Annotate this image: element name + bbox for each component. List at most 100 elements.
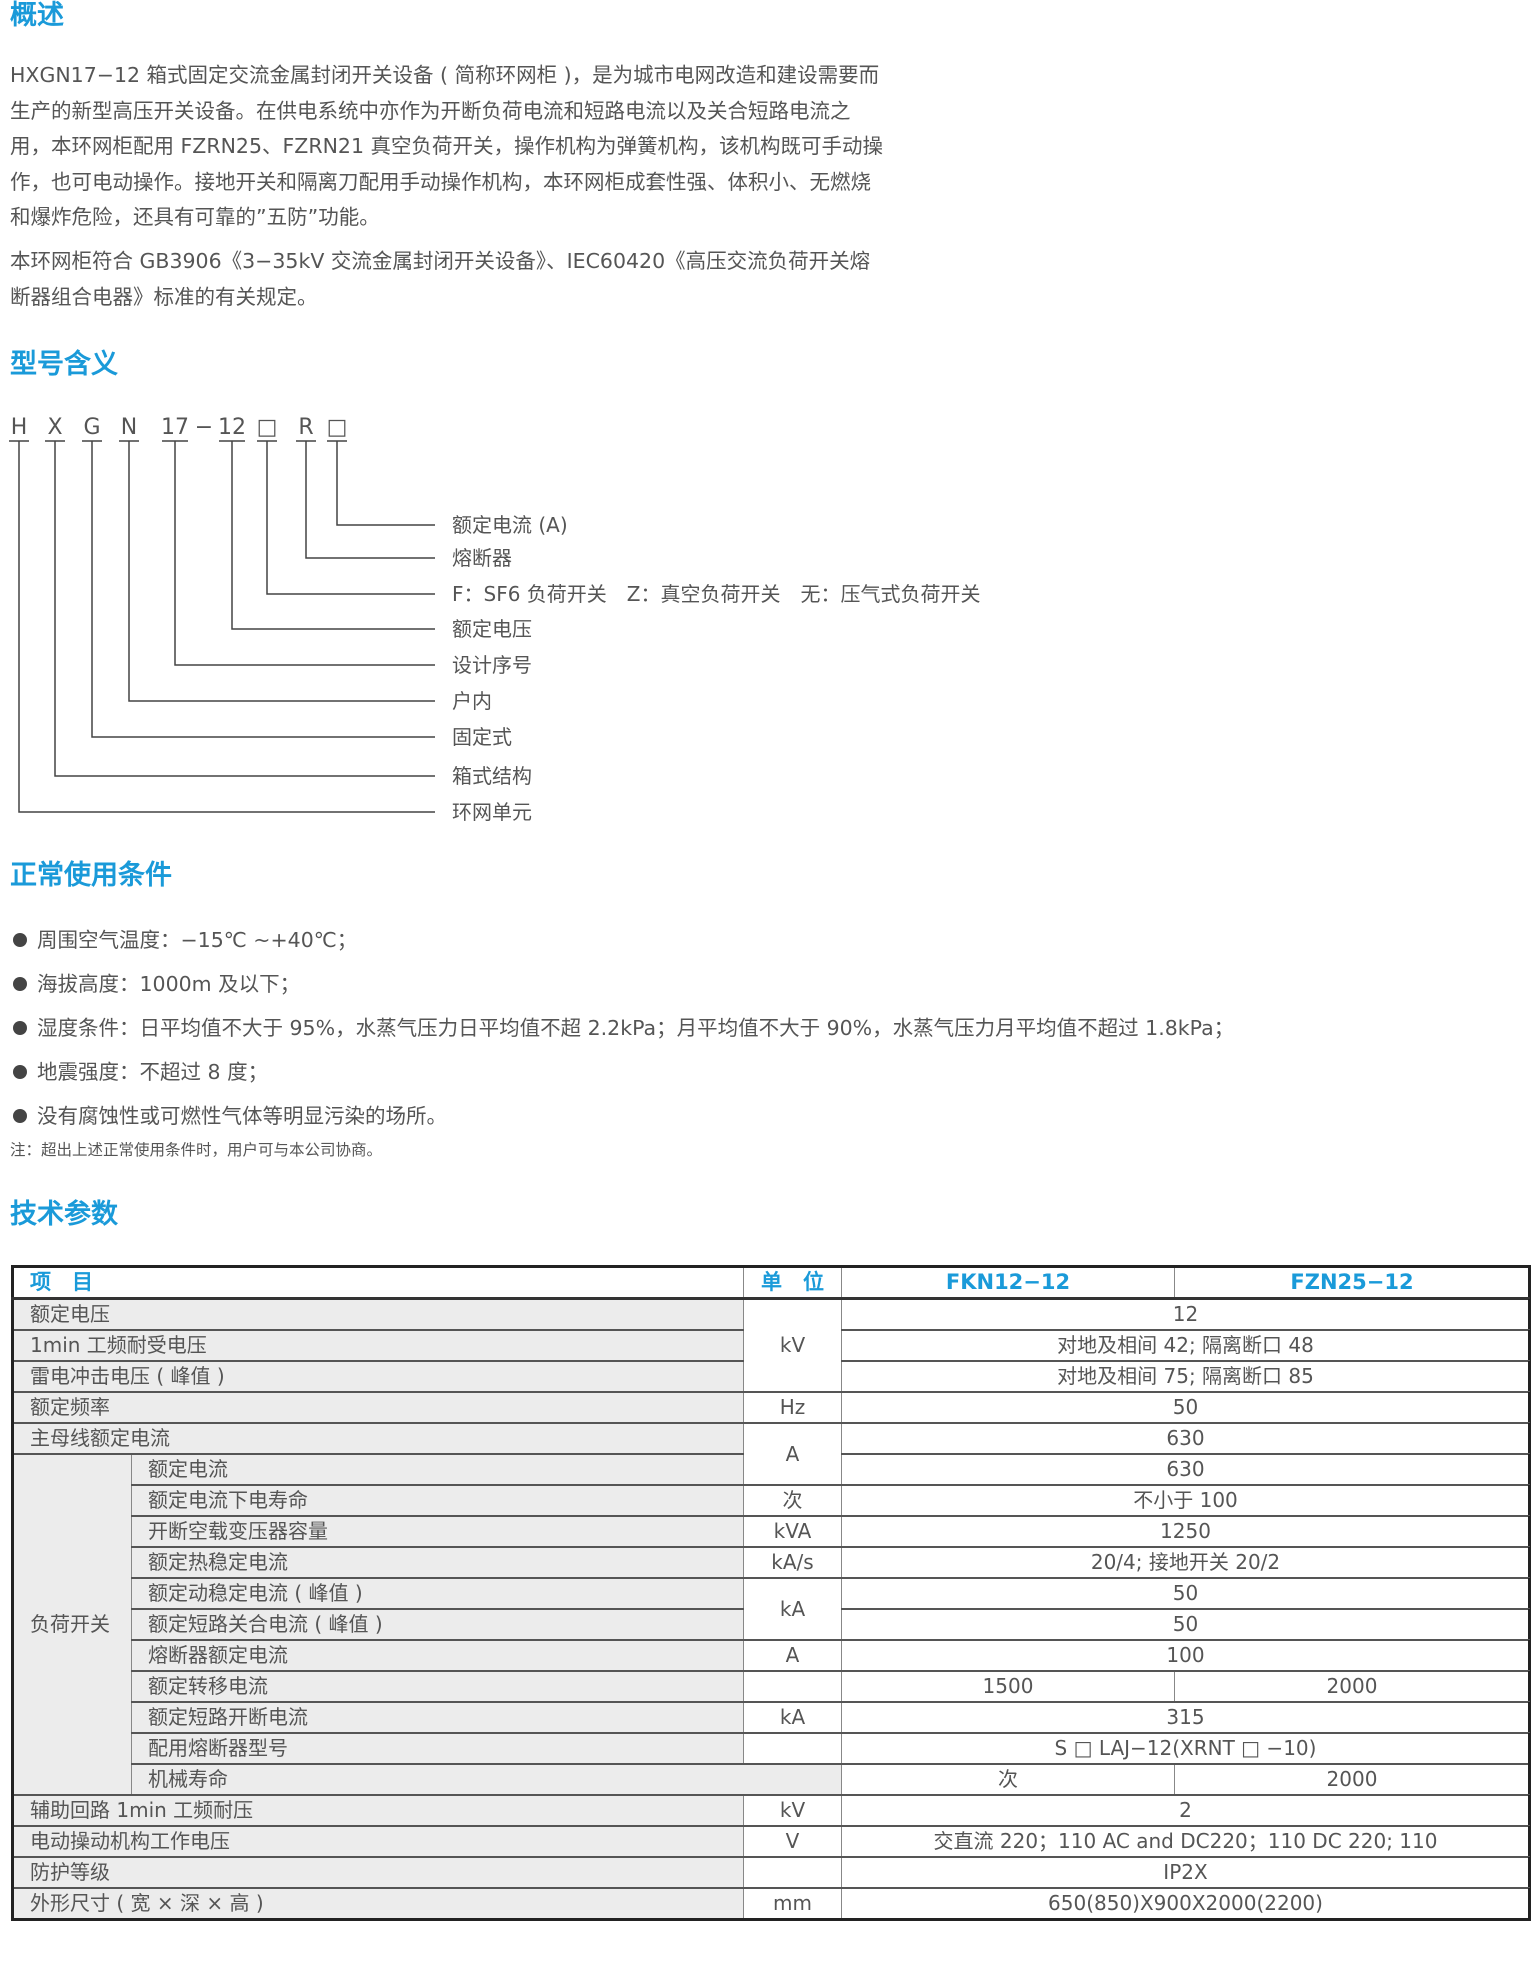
row-item: 电动操动机构工作电压 — [12, 1825, 744, 1858]
row-unit: kV — [743, 1297, 842, 1393]
group-label: 负荷开关 — [12, 1453, 132, 1796]
row-unit: A — [743, 1422, 842, 1486]
section-title-overview: 概述 — [10, 0, 64, 31]
condition-text: 湿度条件：日平均值不大于 95%，水蒸气压力日平均值不超 2.2kPa；月平均值… — [37, 1016, 1235, 1040]
row-unit: kA — [743, 1577, 842, 1641]
row-unit: kA — [743, 1701, 842, 1734]
leader-line — [128, 441, 435, 702]
row-value: 1250 — [841, 1515, 1530, 1548]
row-unit: Hz — [743, 1391, 842, 1424]
code-part: X — [47, 415, 62, 440]
table-row: 额定电流下电寿命次不小于 100 — [13, 1484, 1530, 1517]
row-unit — [743, 1856, 842, 1889]
header-item: 项 目 — [12, 1266, 744, 1300]
meaning-label: F：SF6 负荷开关 Z：真空负荷开关 无：压气式负荷开关 — [452, 582, 981, 606]
bullet-icon — [13, 1065, 27, 1079]
list-item: 海拔高度：1000m 及以下； — [10, 962, 1234, 1006]
row-item: 额定动稳定电流 ( 峰值 ) — [131, 1577, 744, 1610]
model-code-diagram: H X G N 17−12 □ R □ 额定电流 (A) 熔断器 F：SF6 负荷开关 Z：真空负荷… — [9, 415, 981, 824]
list-item: 湿度条件：日平均值不大于 95%，水蒸气压力日平均值不超 2.2kPa；月平均值… — [10, 1006, 1234, 1050]
code-part: □ — [257, 415, 278, 440]
row-item: 配用熔断器型号 — [131, 1732, 744, 1765]
table-row: 额定动稳定电流 ( 峰值 ) kA 50 — [13, 1577, 1530, 1641]
list-item: 周围空气温度：−15℃ ~+40℃； — [10, 918, 1234, 962]
row-unit: mm — [743, 1887, 842, 1920]
row-item: 外形尺寸 ( 宽 × 深 × 高 ) — [12, 1887, 744, 1920]
table-row: 防护等级 IP2X — [12, 1856, 1530, 1889]
row-value: 20/4; 接地开关 20/2 — [841, 1546, 1530, 1579]
header-fkn: FKN12−12 — [841, 1266, 1175, 1300]
table-row: 额定短路开断电流 kA 315 — [13, 1701, 1530, 1734]
table-row: 主母线额定电流 A 630 — [12, 1422, 1530, 1486]
row-value: 315 — [841, 1701, 1530, 1734]
row-value-fzn: 2000 — [1174, 1670, 1530, 1703]
row-item: 熔断器额定电流 — [131, 1639, 744, 1672]
leader-line — [305, 441, 435, 559]
meaning-label: 环网单元 — [452, 800, 532, 824]
code-part: R — [298, 415, 313, 440]
row-item: 额定短路开断电流 — [131, 1701, 744, 1734]
code-part: 17 — [161, 415, 189, 440]
table-row: 辅助回路 1min 工频耐压 kV 2 — [12, 1794, 1530, 1827]
row-value: 50 — [841, 1391, 1530, 1424]
row-item: 防护等级 — [12, 1856, 744, 1889]
row-item: 1min 工频耐受电压 — [12, 1329, 744, 1362]
leader-line — [91, 441, 435, 738]
row-unit — [743, 1670, 842, 1703]
header-unit: 单 位 — [743, 1266, 842, 1300]
overview-paragraph-2: 本环网柜符合 GB3906《3−35kV 交流金属封闭开关设备》、IEC6042… — [10, 249, 871, 309]
row-item: 额定电流下电寿命 — [131, 1484, 744, 1517]
condition-text: 没有腐蚀性或可燃性气体等明显污染的场所。 — [37, 1104, 447, 1128]
row-value: 630 — [841, 1453, 1530, 1486]
overview-paragraph-1: HXGN17−12 箱式固定交流金属封闭开关设备 ( 简称环网柜 )，是为城市电… — [10, 63, 884, 229]
row-unit: 次 — [841, 1763, 1175, 1796]
meaning-label: 熔断器 — [452, 546, 512, 570]
meaning-label: 箱式结构 — [452, 764, 532, 788]
leader-line — [231, 441, 435, 630]
row-item: 雷电冲击电压 ( 峰值 ) — [12, 1360, 744, 1393]
conditions-note: 注：超出上述正常使用条件时，用户可与本公司协商。 — [10, 1141, 383, 1159]
code-part: 12 — [218, 415, 246, 440]
row-unit: 次 — [743, 1484, 842, 1517]
row-value: 不小于 100 — [841, 1484, 1530, 1517]
row-value: 50 — [841, 1608, 1530, 1641]
conditions-list: 周围空气温度：−15℃ ~+40℃； 海拔高度：1000m 及以下； 湿度条件：… — [10, 918, 1234, 1138]
table-row: 配用熔断器型号 S □ LAJ−12(XRNT □ −10) — [13, 1732, 1530, 1765]
row-value: S □ LAJ−12(XRNT □ −10) — [841, 1732, 1530, 1765]
row-value: 对地及相间 42; 隔离断口 48 — [841, 1329, 1530, 1362]
code-part: H — [11, 415, 28, 440]
table-row: 外形尺寸 ( 宽 × 深 × 高 ) mm 650(850)X900X2000(22… — [12, 1887, 1530, 1920]
row-item: 开断空载变压器容量 — [131, 1515, 744, 1548]
leader-line — [174, 441, 435, 666]
code-part: G — [83, 415, 100, 440]
row-item: 主母线额定电流 — [12, 1422, 744, 1455]
row-item: 额定短路关合电流 ( 峰值 ) — [131, 1608, 744, 1641]
table-row: 电动操动机构工作电压 V 交直流 220；110 AC and DC220；110 … — [12, 1825, 1530, 1858]
row-unit: kA/s — [743, 1546, 842, 1579]
row-value: 50 — [841, 1577, 1530, 1610]
leader-line — [18, 441, 435, 813]
list-item: 没有腐蚀性或可燃性气体等明显污染的场所。 — [10, 1094, 1234, 1138]
row-item: 额定电压 — [12, 1297, 744, 1331]
row-item: 额定电流 — [131, 1453, 744, 1486]
tech-params-table: 项 目 单 位 FKN12−12 FZN25−12 额定电压 kV 12 1min 工… — [11, 1265, 1531, 1921]
code-part: □ — [327, 415, 348, 440]
bullet-icon — [13, 1021, 27, 1035]
leader-line — [336, 441, 435, 526]
bullet-icon — [13, 977, 27, 991]
row-value: 100 — [841, 1639, 1530, 1672]
row-value: 12 — [841, 1297, 1530, 1331]
meaning-label: 固定式 — [452, 725, 512, 749]
section-title-conditions: 正常使用条件 — [10, 860, 172, 891]
row-item: 辅助回路 1min 工频耐压 — [12, 1794, 744, 1827]
row-value: 交直流 220；110 AC and DC220；110 DC 220; 110 — [841, 1825, 1530, 1858]
row-unit: kVA — [743, 1515, 842, 1548]
code-part: N — [121, 415, 137, 440]
table-row: 额定转移电流 1500 2000 — [13, 1670, 1530, 1703]
row-value-fkn: 2000 — [1174, 1763, 1530, 1796]
row-value: 650(850)X900X2000(2200) — [841, 1887, 1530, 1920]
header-fzn: FZN25−12 — [1174, 1266, 1530, 1300]
table-row: 负荷开关 额定电流 630 — [12, 1453, 1530, 1796]
row-unit: V — [743, 1825, 842, 1858]
table-row: 开断空载变压器容量 kVA 1250 — [13, 1515, 1530, 1548]
